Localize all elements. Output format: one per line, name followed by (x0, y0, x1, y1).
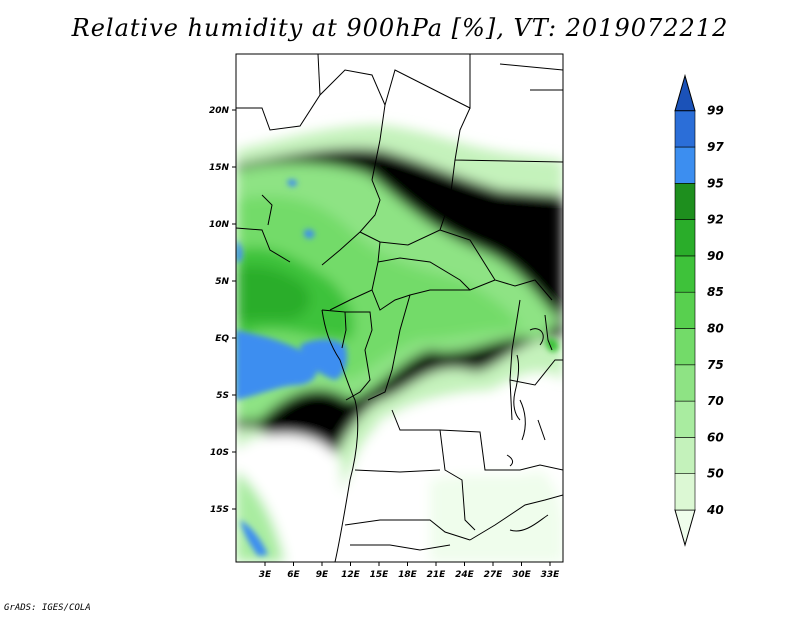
map-title: Relative humidity at 900hPa [%], VT: 201… (71, 14, 729, 42)
lon-label: 18E (398, 570, 418, 580)
colorbar-label: 75 (707, 358, 724, 372)
lon-label: 33E (541, 570, 561, 580)
lon-label: 24E (455, 570, 475, 580)
colorbar-bin (674, 146, 696, 184)
colorbar-label: 40 (706, 503, 724, 517)
colorbar-bin (674, 328, 696, 366)
colorbar-bin (674, 255, 696, 293)
colorbar-label: 85 (707, 285, 724, 299)
lon-label: 3E (259, 570, 272, 580)
colorbar-bin (674, 110, 696, 148)
colorbar-label: 80 (707, 322, 724, 336)
lon-label: 27E (484, 570, 504, 580)
lon-label: 15E (370, 570, 390, 580)
longitude-axis: 3E 6E 9E 12E 15E 18E 21E 24E 27E 30E 33E (259, 562, 560, 580)
colorbar-bin (674, 183, 696, 220)
lon-label: 12E (341, 570, 361, 580)
colorbar-label: 50 (707, 467, 724, 481)
colorbar-bin (674, 364, 696, 402)
colorbar-bin (674, 437, 696, 474)
lat-label: 10S (210, 448, 229, 458)
colorbar-label: 90 (707, 249, 724, 263)
colorbar-label: 95 (707, 176, 724, 190)
lat-label: 5S (216, 391, 229, 401)
colorbar-bin (674, 291, 696, 329)
colorbar-bin (674, 400, 696, 438)
colorbar-label: 97 (707, 140, 724, 154)
colorbar-label: 92 (707, 213, 724, 227)
colorbar-bin-min (674, 509, 696, 547)
lat-label: 5N (215, 277, 229, 287)
lat-label: 15S (210, 505, 229, 515)
colorbar: 40 50 60 70 75 80 85 90 92 95 97 99 (674, 73, 724, 547)
lon-label: 6E (287, 570, 300, 580)
colorbar-bin (674, 219, 696, 257)
colorbar-bin-max (674, 73, 696, 112)
map-frame (235, 53, 564, 563)
colorbar-label: 99 (707, 104, 724, 118)
lon-label: 9E (316, 570, 329, 580)
colorbar-label: 60 (707, 430, 724, 444)
colorbar-bin (674, 473, 696, 511)
lat-label: 10N (209, 220, 230, 230)
lat-label: 15N (209, 163, 230, 173)
lon-label: 30E (512, 570, 532, 580)
lat-label: EQ (215, 334, 229, 344)
grads-credit: GrADS: IGES/COLA (4, 603, 91, 613)
lon-label: 21E (427, 570, 447, 580)
humidity-field (236, 54, 563, 562)
lat-label: 20N (209, 106, 230, 116)
country-borders (236, 54, 563, 562)
colorbar-label: 70 (707, 394, 724, 408)
latitude-axis: 20N 15N 10N 5N EQ 5S 10S 15S (209, 106, 236, 515)
